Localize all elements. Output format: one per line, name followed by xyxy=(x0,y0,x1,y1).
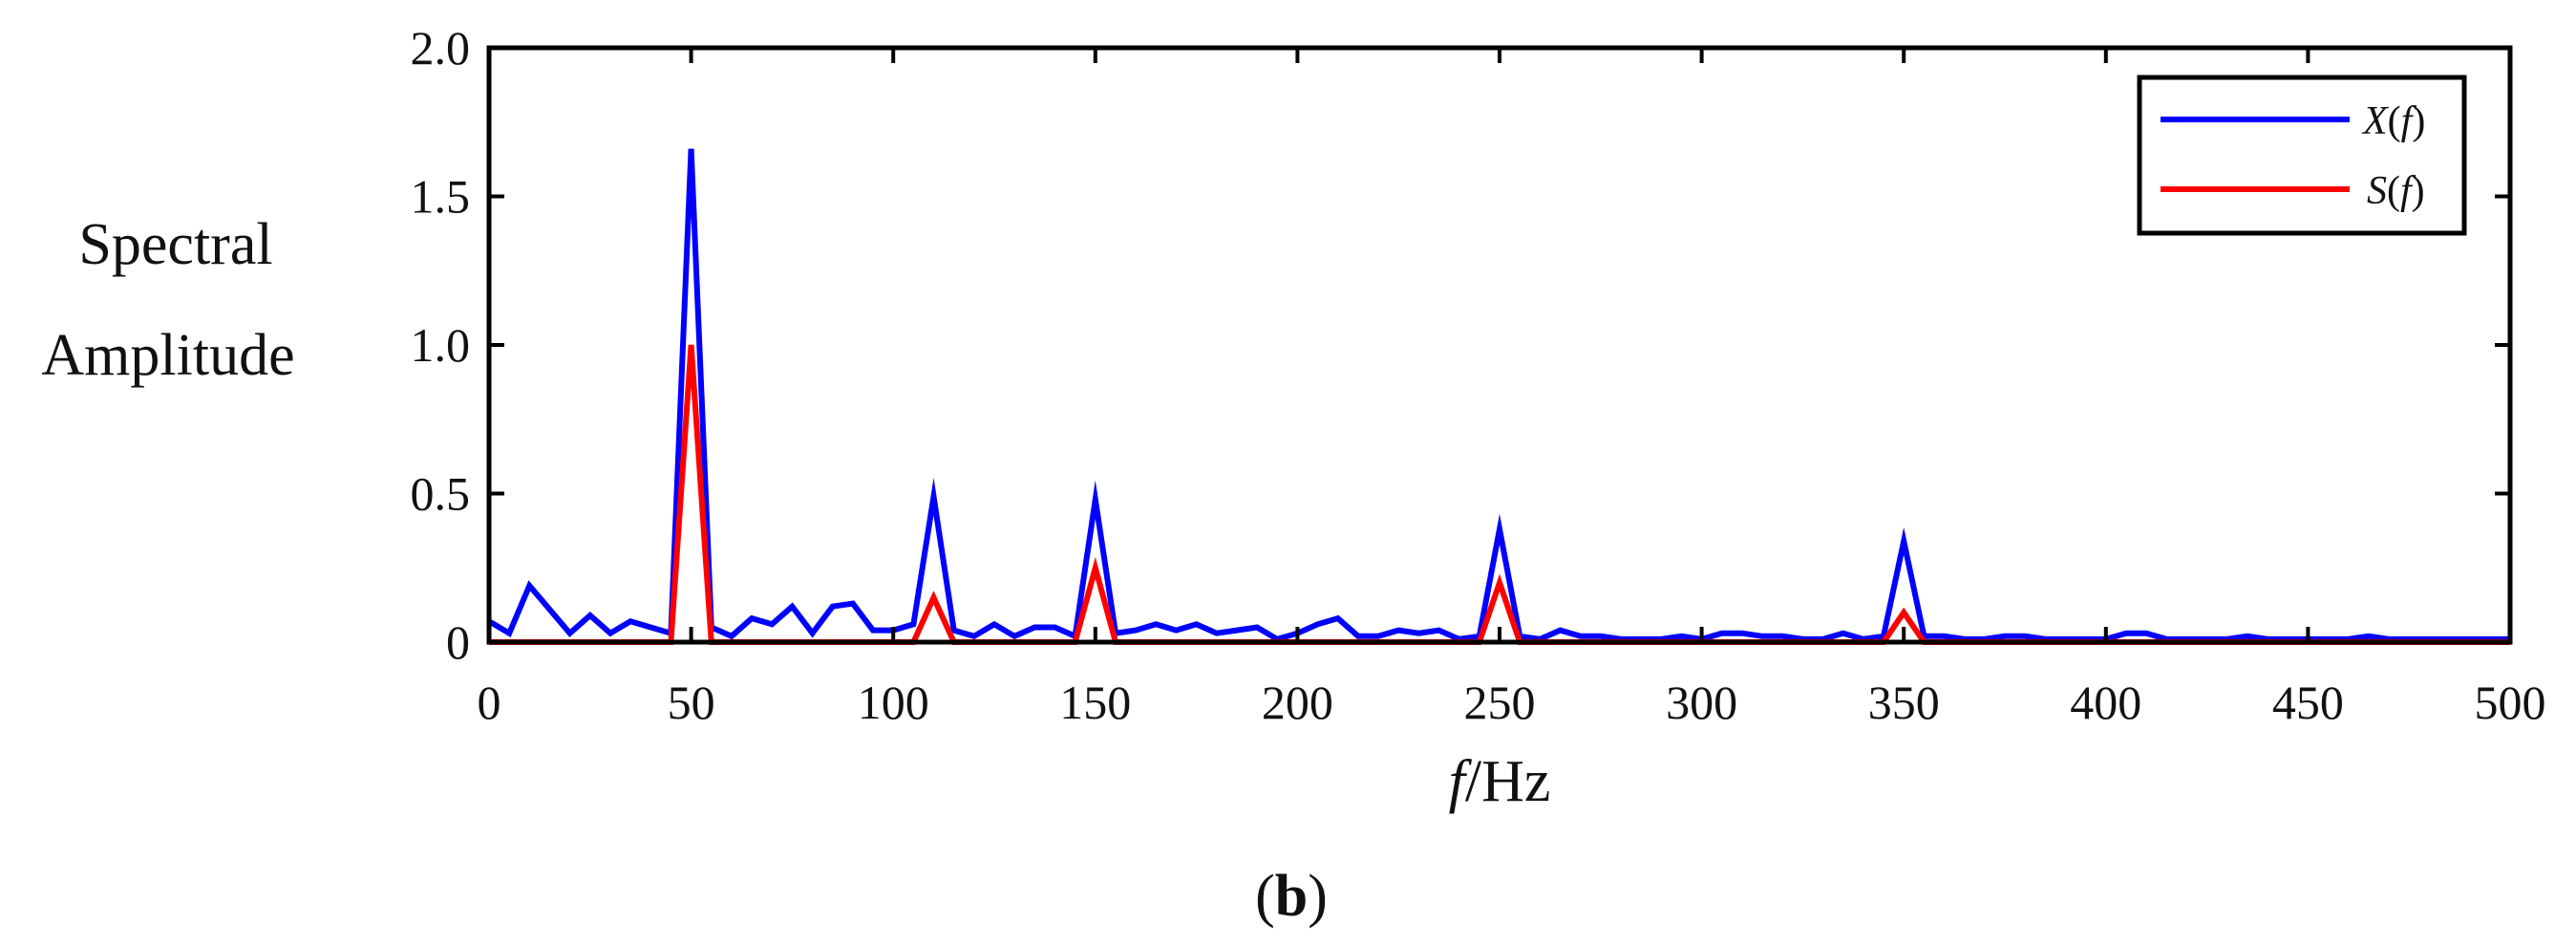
y-tick-label: 0.5 xyxy=(411,467,471,521)
series-line-s xyxy=(489,344,2510,645)
legend-label-s-close: ) xyxy=(2412,169,2425,213)
legend-label-s-open: ( xyxy=(2387,169,2400,213)
legend-label-x-letter: X xyxy=(2361,99,2390,143)
panel-label-letter: b xyxy=(1275,864,1308,929)
x-axis-label: f/Hz xyxy=(1449,749,1551,814)
y-axis-label-line2: Amplitude xyxy=(41,323,294,388)
x-tick-label: 100 xyxy=(858,676,929,729)
x-tick-label: 350 xyxy=(1868,676,1940,729)
x-axis-label-unit: /Hz xyxy=(1465,749,1551,814)
series-line-x xyxy=(487,148,2510,643)
x-tick-label: 0 xyxy=(478,676,501,729)
y-tick-label: 1.5 xyxy=(411,170,471,224)
legend-label-x-open: ( xyxy=(2388,99,2401,143)
x-tick-label: 50 xyxy=(668,676,715,729)
y-axis-label-line1: Spectral xyxy=(78,212,272,277)
x-tick-label: 400 xyxy=(2070,676,2141,729)
axis-ticks: 0 50 100 150 200 250 300 350 400 450 500 0 0.5 1.0 1.5… xyxy=(411,21,2546,729)
legend-label-s-letter: S xyxy=(2367,169,2387,213)
x-tick-label: 300 xyxy=(1666,676,1737,729)
panel-label: (b) xyxy=(1255,864,1328,929)
x-tick-label: 200 xyxy=(1262,676,1333,729)
legend-label-x-close: ) xyxy=(2412,99,2425,143)
legend: X(f) S(f) xyxy=(2137,75,2467,236)
panel-label-open: ( xyxy=(1255,864,1275,929)
y-tick-label: 2.0 xyxy=(411,21,471,75)
legend-box xyxy=(2137,75,2467,236)
x-tick-label: 250 xyxy=(1464,676,1536,729)
x-tick-label: 450 xyxy=(2272,676,2344,729)
y-tick-label: 1.0 xyxy=(411,318,471,372)
legend-label-x: X(f) xyxy=(2361,99,2425,143)
legend-label-s: S(f) xyxy=(2367,169,2425,213)
x-tick-label: 150 xyxy=(1059,676,1131,729)
x-tick-label: 500 xyxy=(2475,676,2546,729)
panel-label-close: ) xyxy=(1308,864,1328,929)
y-tick-label: 0 xyxy=(446,615,470,669)
series-layer xyxy=(487,148,2510,645)
